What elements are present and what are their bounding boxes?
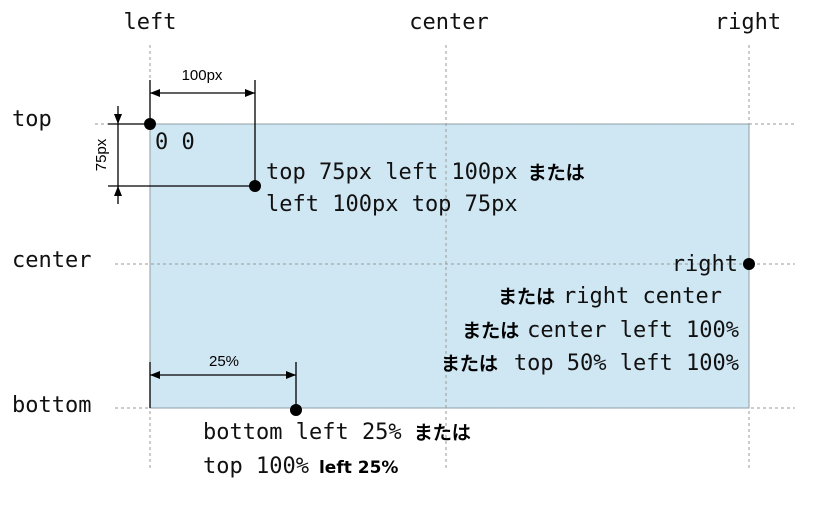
dimension-25percent: 25% xyxy=(149,353,297,410)
dimension-100px: 100px xyxy=(149,67,256,186)
guide-lines xyxy=(95,45,795,470)
right-alt3-or: または xyxy=(441,353,498,375)
right-alt1: または right center xyxy=(498,284,722,309)
label-bottom: bottom xyxy=(12,393,91,418)
point1-line1: top 75px left 100px または xyxy=(266,160,585,185)
right-alt2: または center left 100% xyxy=(462,318,739,343)
right-alt1-or: または xyxy=(498,286,555,308)
point1-line1-code: top 75px left 100px xyxy=(266,160,518,185)
point-offset xyxy=(249,180,261,192)
bottom-line2-code: top 100% xyxy=(203,454,309,479)
bottom-line1: bottom left 25% または xyxy=(203,420,471,445)
label-right: right xyxy=(715,10,781,35)
label-center-side: center xyxy=(12,248,91,273)
origin-label: 0 0 xyxy=(155,130,195,155)
dimension-25percent-label: 25% xyxy=(209,353,239,370)
label-top: top xyxy=(12,107,52,132)
point-bottom-25 xyxy=(290,404,302,416)
bottom-line2: top 100% left 25% xyxy=(203,454,398,479)
point1-line2: left 100px top 75px xyxy=(266,192,518,217)
label-left: left xyxy=(124,10,177,35)
right-alt1-code: right center xyxy=(563,284,722,309)
label-center-top: center xyxy=(409,10,488,35)
bottom-line2-bold: left 25% xyxy=(319,458,399,478)
dimension-100px-label: 100px xyxy=(182,67,223,84)
point-right-center xyxy=(743,258,755,270)
right-label: right xyxy=(672,252,738,277)
point1-line1-or: または xyxy=(528,162,585,184)
right-alt2-or: または xyxy=(462,320,519,342)
bottom-line1-code: bottom left 25% xyxy=(203,420,402,445)
right-alt3-code: top 50% left 100% xyxy=(514,351,739,376)
right-alt2-code: center left 100% xyxy=(527,318,739,343)
point-origin xyxy=(144,118,156,130)
dimension-75px-label: 75px xyxy=(93,138,110,171)
dimension-75px: 75px xyxy=(93,106,255,204)
positioning-area-box xyxy=(149,123,750,409)
right-alt3: または top 50% left 100% xyxy=(441,351,739,376)
bottom-line1-or: または xyxy=(414,422,471,444)
